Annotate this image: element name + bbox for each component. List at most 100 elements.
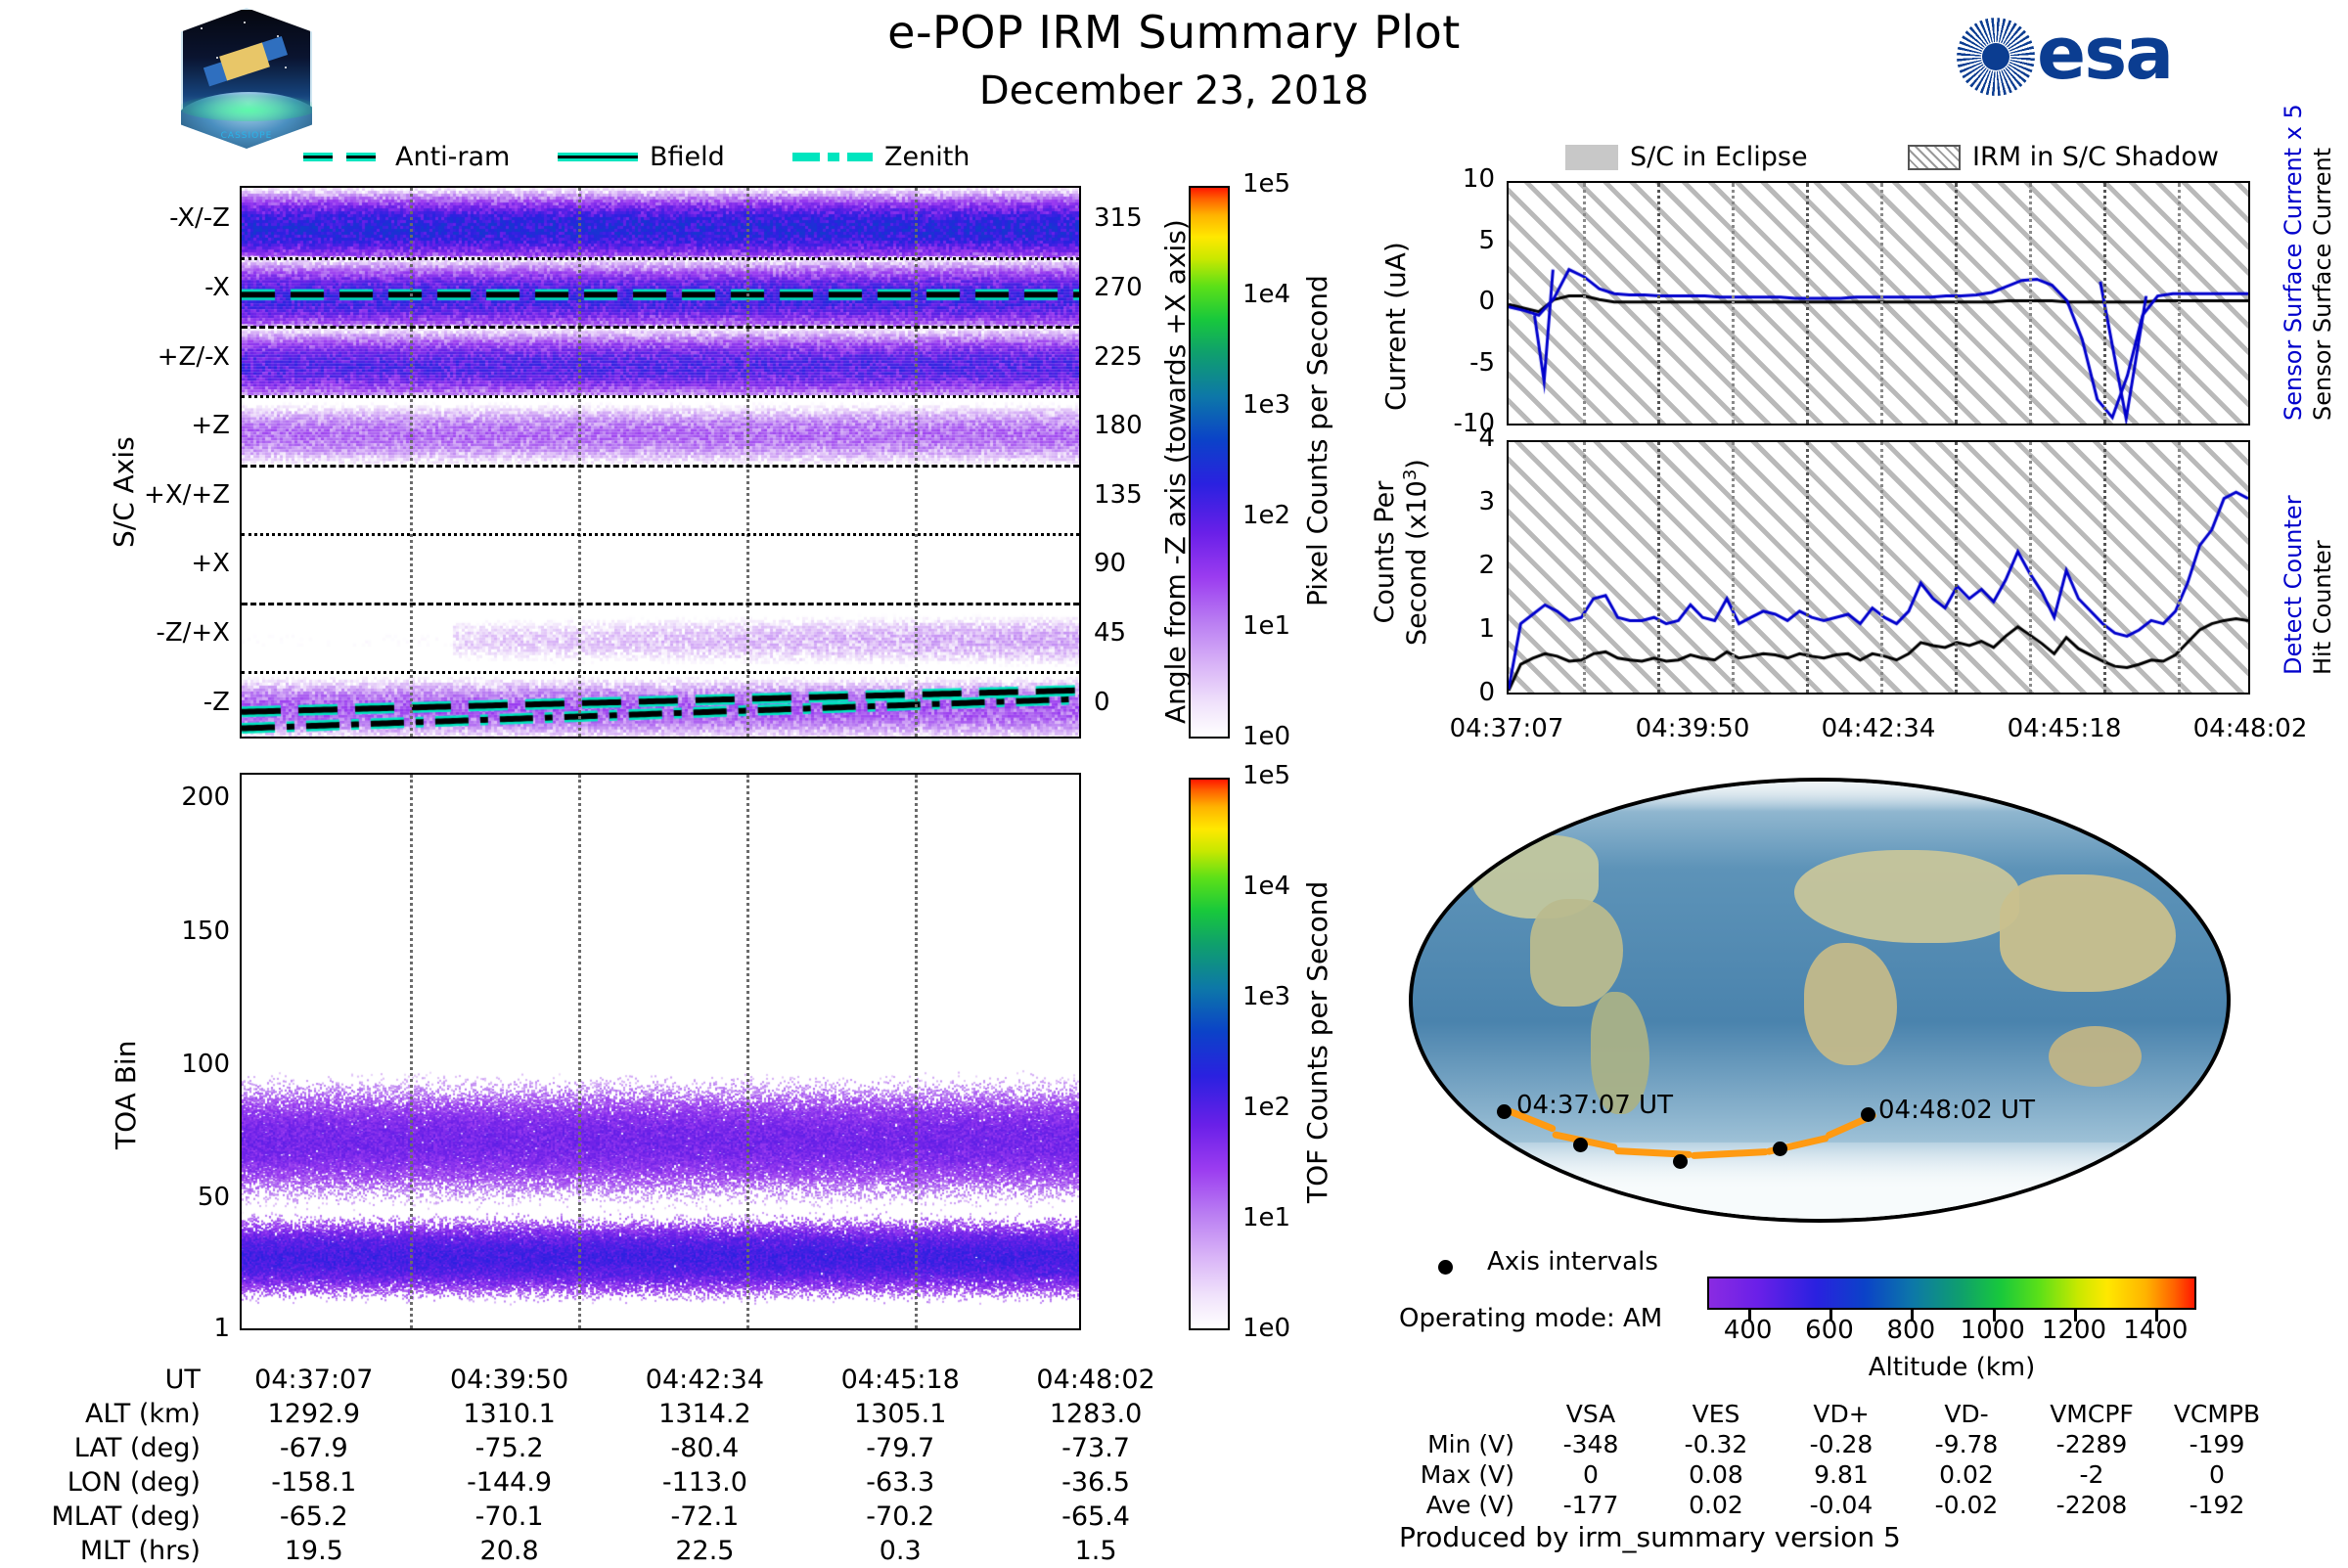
ephemeris-cell: -79.7: [866, 1433, 935, 1463]
altitude-cb-tick-5: 1400: [2123, 1316, 2189, 1345]
rightpanel-1-vgrid-8: [2103, 442, 2106, 693]
current-ylabel: Current (uA): [1379, 242, 1412, 411]
sc-axis-right-tick-3: 180: [1094, 411, 1143, 441]
ephemeris-cell: -158.1: [271, 1467, 357, 1498]
pixel-cb-tick-3: 1e3: [1242, 390, 1291, 420]
esa-logo-text: esa: [2037, 12, 2174, 96]
ephemeris-cell: 04:39:50: [449, 1365, 569, 1395]
toa-bin-ytick-0: 1: [213, 1314, 230, 1343]
counts-ylabel-line1: Counts Per: [1370, 480, 1400, 624]
sc-axis-ytick-2: +Z/-X: [157, 341, 230, 372]
altitude-cb-tick-1: 600: [1805, 1316, 1854, 1345]
rightpanel-0-vgrid-9: [2178, 183, 2181, 424]
toa-bin-ytick-1: 50: [197, 1183, 230, 1213]
ephemeris-cell: 1283.0: [1049, 1399, 1143, 1429]
counts-right-label-blue: Detect Counter: [2280, 495, 2307, 675]
ephemeris-row-label: MLAT (deg): [51, 1501, 201, 1532]
altitude-cb-tickmark-0: [1747, 1310, 1751, 1322]
ephemeris-cell: 04:42:34: [645, 1365, 765, 1395]
ephemeris-table: UT 04:37:07 04:39:50 04:42:34 04:45:18 04:48:…: [0, 1363, 1194, 1568]
rightpanel-1-vgrid-6: [1955, 442, 1958, 693]
altitude-colorbar: [1707, 1277, 2196, 1310]
altitude-cb-tick-3: 1000: [1960, 1316, 2025, 1345]
ephemeris-cell: 04:37:07: [254, 1365, 374, 1395]
right-xtick-4: 04:48:02: [2192, 714, 2308, 743]
pixel-counts-colorbar: [1189, 186, 1230, 739]
counts-ytick-0: 0: [1478, 678, 1495, 707]
pixel-cb-tick-4: 1e4: [1242, 280, 1291, 309]
ephemeris-cell: -113.0: [661, 1467, 747, 1498]
voltage-cell: -0.04: [1809, 1491, 1874, 1519]
toa-bin-spectrogram: [240, 773, 1081, 1330]
sc-axis-ytick-4: +X/+Z: [144, 479, 230, 510]
sc-axis-vgrid-1: [410, 188, 413, 737]
sc-axis-hgrid-6: [242, 602, 1079, 605]
sc-axis-ytick-6: -Z/+X: [156, 618, 230, 649]
tof-cb-tick-1: 1e1: [1242, 1203, 1291, 1232]
orbit-marker-end: [1861, 1107, 1875, 1122]
voltage-column-header: VES: [1692, 1400, 1740, 1428]
ephemeris-row-label: ALT (km): [85, 1399, 201, 1429]
counts-ytick-2: 2: [1478, 551, 1495, 580]
counts-ytick-4: 4: [1478, 424, 1495, 453]
ephemeris-row: UT 04:37:07 04:39:50 04:42:34 04:45:18 04:48:…: [0, 1363, 1194, 1397]
legend-label-sc-in-eclipse: S/C in Eclipse: [1630, 142, 1808, 172]
pixel-counts-colorbar-label: Pixel Counts per Second: [1301, 275, 1333, 606]
voltage-column-header: VCMPB: [2173, 1400, 2261, 1428]
bfield-line-swatch-icon: [558, 153, 638, 161]
ephemeris-cell: -65.2: [279, 1501, 348, 1532]
anti-ram-line-swatch-icon: [303, 153, 384, 161]
ephemeris-cell: -36.5: [1061, 1467, 1130, 1498]
ephemeris-cell: -67.9: [279, 1433, 348, 1463]
sc-axis-right-tick-2: 225: [1094, 341, 1143, 372]
altitude-cb-tickmark-5: [2155, 1310, 2159, 1322]
ephemeris-cell: -65.4: [1061, 1501, 1130, 1532]
pixel-cb-tick-5: 1e5: [1242, 169, 1291, 199]
sc-axis-hgrid-1: [242, 256, 1079, 260]
counts-ytick-1: 1: [1478, 614, 1495, 644]
ephemeris-row-label: UT: [164, 1365, 201, 1395]
toa-vgrid-1: [410, 775, 413, 1328]
rightpanel-1-vgrid-7: [2029, 442, 2032, 693]
pixel-cb-tick-1: 1e1: [1242, 611, 1291, 641]
rightpanel-1-vgrid-3: [1732, 442, 1735, 693]
toa-vgrid-2: [578, 775, 581, 1328]
voltage-row: Ave (V) -177 0.02 -0.04 -0.02 -2208 -192: [1399, 1490, 2280, 1520]
rightpanel-0-vgrid-8: [2103, 183, 2106, 424]
sc-axis-right-tick-0: 315: [1094, 203, 1143, 234]
footer-produced-by: Produced by irm_summary version 5: [1399, 1521, 1901, 1553]
sc-axis-hgrid-5: [242, 533, 1079, 537]
ephemeris-row-label: MLT (hrs): [79, 1536, 201, 1566]
ephemeris-cell: -80.4: [670, 1433, 740, 1463]
altitude-cb-tickmark-4: [2074, 1310, 2077, 1322]
shadow-hatch-swatch-icon: [1908, 144, 1961, 170]
pixel-cb-tick-0: 1e0: [1242, 722, 1291, 751]
orbit-marker-2: [1673, 1154, 1688, 1169]
voltage-column-header: VSA: [1565, 1400, 1616, 1428]
altitude-cb-tickmark-2: [1911, 1310, 1915, 1322]
counts-panel: [1507, 440, 2250, 694]
sc-axis-right-tick-6: 45: [1094, 618, 1127, 649]
ephemeris-row: LAT (deg) -67.9 -75.2 -80.4 -79.7 -73.7: [0, 1431, 1194, 1465]
cassiope-mission-patch-icon: CASSIOPE: [181, 8, 312, 149]
rightpanel-0-vgrid-5: [1880, 183, 1883, 424]
ephemeris-cell: 1.5: [1074, 1536, 1117, 1566]
right-xtick-3: 04:45:18: [2007, 714, 2122, 743]
ephemeris-row: MLAT (deg) -65.2 -70.1 -72.1 -70.2 -65.4: [0, 1500, 1194, 1534]
voltage-cell: -199: [2189, 1430, 2245, 1458]
rightpanel-1-vgrid-4: [1806, 442, 1809, 693]
ephemeris-cell: 22.5: [675, 1536, 735, 1566]
tof-cb-tick-3: 1e3: [1242, 982, 1291, 1011]
sc-axis-ytick-3: +Z: [191, 411, 230, 441]
voltage-row-label: Ave (V): [1425, 1491, 1514, 1519]
altitude-colorbar-label: Altitude (km): [1868, 1353, 2036, 1382]
current-right-label-blue: Sensor Surface Current x 5: [2280, 104, 2307, 421]
right-xtick-1: 04:39:50: [1635, 714, 1750, 743]
sc-axis-ytick-5: +X: [191, 549, 230, 579]
current-ytick-0: -10: [1453, 409, 1495, 438]
toa-bin-ytick-2: 100: [181, 1050, 230, 1079]
sc-axis-ytick-0: -X/-Z: [169, 203, 230, 234]
zenith-line-swatch-icon: [792, 153, 873, 161]
voltage-row: Min (V) -348 -0.32 -0.28 -9.78 -2289 -199: [1399, 1429, 2280, 1459]
tof-cb-tick-4: 1e4: [1242, 872, 1291, 901]
